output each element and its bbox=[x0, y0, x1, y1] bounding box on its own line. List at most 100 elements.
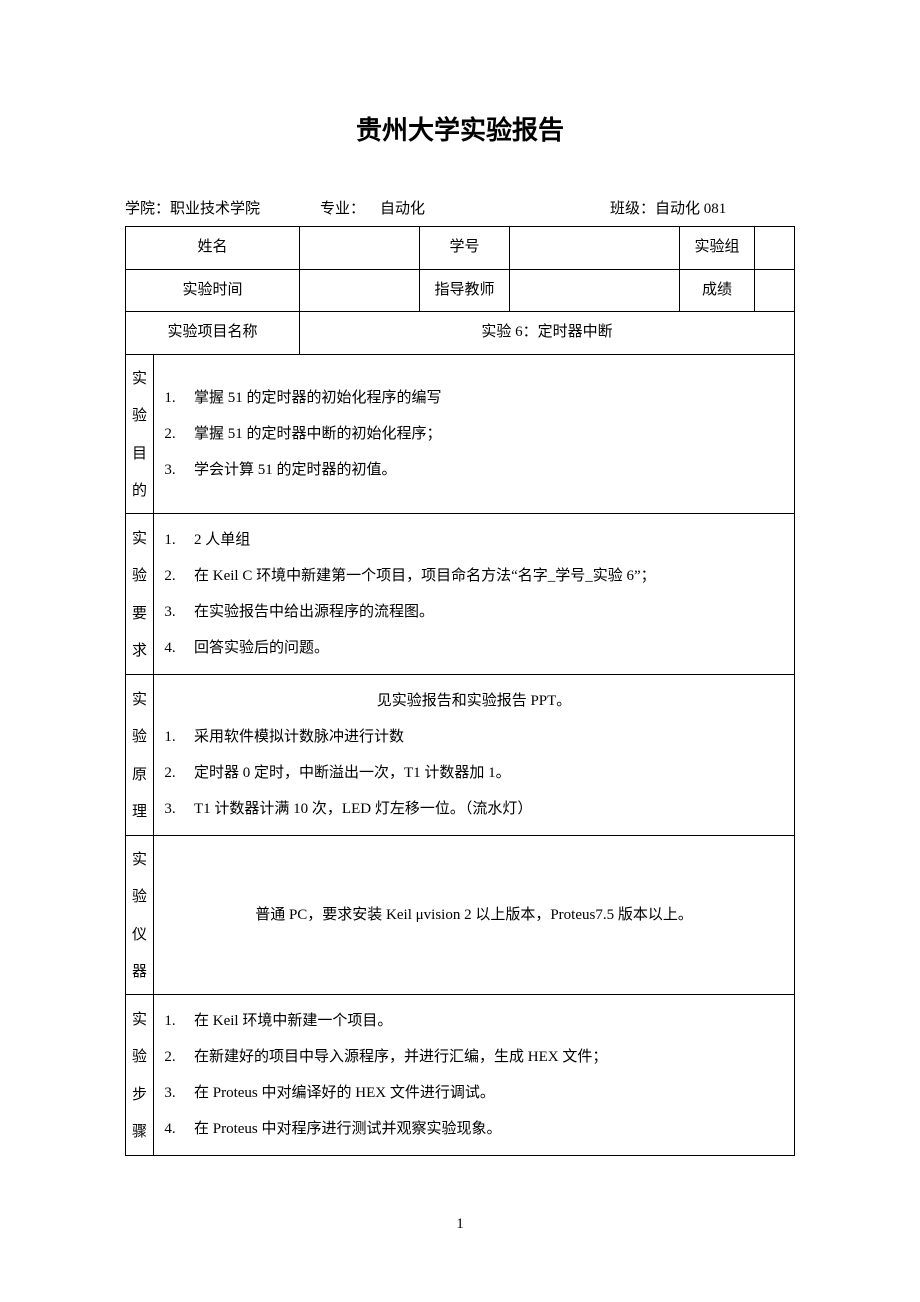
requirements-char-3: 求 bbox=[132, 639, 147, 665]
list-item: 2. 定时器 0 定时，中断溢出一次，T1 计数器加 1。 bbox=[160, 755, 788, 791]
principle-content: 见实验报告和实验报告 PPT。 1. 采用软件模拟计数脉冲进行计数 2. 定时器 0… bbox=[154, 674, 795, 835]
teacher-label: 指导教师 bbox=[420, 269, 510, 312]
item-num: 2. bbox=[160, 1039, 180, 1075]
principle-label: 实 验 原 理 bbox=[126, 674, 154, 835]
item-num: 1. bbox=[160, 719, 180, 755]
class-value: 自动化 081 bbox=[655, 201, 726, 217]
score-value bbox=[755, 269, 795, 312]
report-table: 姓名 学号 实验组 实验时间 指导教师 成绩 实验项目名称 实验 6：定时器中断… bbox=[125, 226, 795, 1156]
time-label: 实验时间 bbox=[126, 269, 300, 312]
header-college: 学院：职业技术学院 bbox=[125, 197, 320, 218]
item-text: 在 Proteus 中对编译好的 HEX 文件进行调试。 bbox=[194, 1075, 495, 1111]
principle-list: 1. 采用软件模拟计数脉冲进行计数 2. 定时器 0 定时，中断溢出一次，T1 计数… bbox=[160, 719, 788, 827]
item-text: 掌握 51 的定时器的初始化程序的编写 bbox=[194, 380, 442, 416]
principle-char-3: 理 bbox=[132, 800, 147, 826]
requirements-char-0: 实 bbox=[132, 527, 147, 553]
row-project: 实验项目名称 实验 6：定时器中断 bbox=[126, 312, 795, 355]
item-num: 1. bbox=[160, 1003, 180, 1039]
group-label: 实验组 bbox=[680, 227, 755, 270]
steps-char-2: 步 bbox=[132, 1083, 147, 1109]
report-title: 贵州大学实验报告 bbox=[125, 110, 795, 147]
name-label: 姓名 bbox=[126, 227, 300, 270]
item-num: 2. bbox=[160, 558, 180, 594]
section-steps: 实 验 步 骤 1. 在 Keil 环境中新建一个项目。 2. 在新建好的项目中导入… bbox=[126, 994, 795, 1155]
item-num: 4. bbox=[160, 1111, 180, 1147]
item-num: 4. bbox=[160, 630, 180, 666]
group-value bbox=[755, 227, 795, 270]
item-num: 1. bbox=[160, 380, 180, 416]
item-text: 掌握 51 的定时器中断的初始化程序； bbox=[194, 416, 442, 452]
principle-char-0: 实 bbox=[132, 688, 147, 714]
item-text: 在 Proteus 中对程序进行测试并观察实验现象。 bbox=[194, 1111, 502, 1147]
requirements-list: 1.2 人单组 2.在 Keil C 环境中新建第一个项目，项目命名方法“名字_… bbox=[160, 522, 788, 666]
instruments-char-3: 器 bbox=[132, 960, 147, 986]
instruments-content: 普通 PC，要求安装 Keil μvision 2 以上版本，Proteus7.… bbox=[154, 835, 795, 994]
list-item: 3. 学会计算 51 的定时器的初值。 bbox=[160, 452, 788, 488]
header-class: 班级：自动化 081 bbox=[610, 197, 795, 218]
studentno-label: 学号 bbox=[420, 227, 510, 270]
instruments-char-2: 仪 bbox=[132, 923, 147, 949]
header-major: 专业： 自动化 bbox=[320, 197, 610, 218]
item-text: 定时器 0 定时，中断溢出一次，T1 计数器加 1。 bbox=[194, 755, 511, 791]
purpose-content: 1. 掌握 51 的定时器的初始化程序的编写 2. 掌握 51 的定时器中断的初始化… bbox=[154, 354, 795, 513]
major-label: 专业： bbox=[320, 201, 365, 217]
time-value bbox=[300, 269, 420, 312]
purpose-char-3: 的 bbox=[132, 479, 147, 505]
steps-list: 1. 在 Keil 环境中新建一个项目。 2. 在新建好的项目中导入源程序，并进行汇… bbox=[160, 1003, 788, 1147]
item-num: 3. bbox=[160, 791, 180, 827]
instruments-text: 普通 PC，要求安装 Keil μvision 2 以上版本，Proteus7.… bbox=[160, 897, 788, 933]
report-page: 贵州大学实验报告 学院：职业技术学院 专业： 自动化 班级：自动化 081 姓名… bbox=[0, 0, 920, 1293]
steps-char-1: 验 bbox=[132, 1045, 147, 1071]
list-item: 3. 在实验报告中给出源程序的流程图。 bbox=[160, 594, 788, 630]
item-text: T1 计数器计满 10 次，LED 灯左移一位。（流水灯） bbox=[194, 791, 532, 827]
class-label: 班级： bbox=[610, 201, 655, 217]
list-item: 3. T1 计数器计满 10 次，LED 灯左移一位。（流水灯） bbox=[160, 791, 788, 827]
row-identity: 姓名 学号 实验组 bbox=[126, 227, 795, 270]
instruments-char-0: 实 bbox=[132, 848, 147, 874]
item-text: 采用软件模拟计数脉冲进行计数 bbox=[194, 719, 404, 755]
instruments-label: 实 验 仪 器 bbox=[126, 835, 154, 994]
list-item: 1.2 人单组 bbox=[160, 522, 788, 558]
project-value: 实验 6：定时器中断 bbox=[300, 312, 795, 355]
item-text: 回答实验后的问题。 bbox=[194, 630, 329, 666]
row-time: 实验时间 指导教师 成绩 bbox=[126, 269, 795, 312]
list-item: 3. 在 Proteus 中对编译好的 HEX 文件进行调试。 bbox=[160, 1075, 788, 1111]
item-num: 2. bbox=[160, 755, 180, 791]
project-label: 实验项目名称 bbox=[126, 312, 300, 355]
list-item: 4. 回答实验后的问题。 bbox=[160, 630, 788, 666]
steps-label: 实 验 步 骤 bbox=[126, 994, 154, 1155]
item-num: 2. bbox=[160, 416, 180, 452]
item-text: 2 人单组 bbox=[194, 522, 250, 558]
score-label: 成绩 bbox=[680, 269, 755, 312]
list-item: 2. 在新建好的项目中导入源程序，并进行汇编，生成 HEX 文件； bbox=[160, 1039, 788, 1075]
requirements-char-2: 要 bbox=[132, 602, 147, 628]
header-line: 学院：职业技术学院 专业： 自动化 班级：自动化 081 bbox=[125, 197, 795, 218]
college-value: 职业技术学院 bbox=[170, 201, 260, 217]
section-purpose: 实 验 目 的 1. 掌握 51 的定时器的初始化程序的编写 2. 掌握 51 的定… bbox=[126, 354, 795, 513]
item-text: 在实验报告中给出源程序的流程图。 bbox=[194, 594, 434, 630]
purpose-list: 1. 掌握 51 的定时器的初始化程序的编写 2. 掌握 51 的定时器中断的初始化… bbox=[160, 380, 788, 488]
purpose-char-0: 实 bbox=[132, 367, 147, 393]
section-principle: 实 验 原 理 见实验报告和实验报告 PPT。 1. 采用软件模拟计数脉冲进行计数… bbox=[126, 674, 795, 835]
item-text: 学会计算 51 的定时器的初值。 bbox=[194, 452, 397, 488]
principle-pretext: 见实验报告和实验报告 PPT。 bbox=[160, 683, 788, 719]
purpose-char-1: 验 bbox=[132, 404, 147, 430]
steps-char-0: 实 bbox=[132, 1008, 147, 1034]
requirements-content: 1.2 人单组 2.在 Keil C 环境中新建第一个项目，项目命名方法“名字_… bbox=[154, 513, 795, 674]
item-num: 3. bbox=[160, 452, 180, 488]
item-num: 3. bbox=[160, 594, 180, 630]
principle-char-2: 原 bbox=[132, 763, 147, 789]
list-item: 1. 在 Keil 环境中新建一个项目。 bbox=[160, 1003, 788, 1039]
list-item: 1. 采用软件模拟计数脉冲进行计数 bbox=[160, 719, 788, 755]
item-num: 3. bbox=[160, 1075, 180, 1111]
purpose-label: 实 验 目 的 bbox=[126, 354, 154, 513]
steps-content: 1. 在 Keil 环境中新建一个项目。 2. 在新建好的项目中导入源程序，并进行汇… bbox=[154, 994, 795, 1155]
requirements-label: 实 验 要 求 bbox=[126, 513, 154, 674]
studentno-value bbox=[510, 227, 680, 270]
list-item: 2. 掌握 51 的定时器中断的初始化程序； bbox=[160, 416, 788, 452]
item-text: 在 Keil 环境中新建一个项目。 bbox=[194, 1003, 392, 1039]
item-text: 在新建好的项目中导入源程序，并进行汇编，生成 HEX 文件； bbox=[194, 1039, 607, 1075]
list-item: 1. 掌握 51 的定时器的初始化程序的编写 bbox=[160, 380, 788, 416]
section-requirements: 实 验 要 求 1.2 人单组 2.在 Keil C 环境中新建第一个项目，项目… bbox=[126, 513, 795, 674]
steps-char-3: 骤 bbox=[132, 1120, 147, 1146]
